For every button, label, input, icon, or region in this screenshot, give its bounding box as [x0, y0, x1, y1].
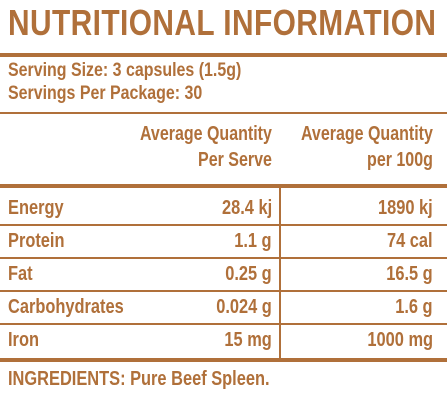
- column-divider: [279, 188, 281, 358]
- row-value-energy-per-serve: 28.4 kj: [221, 197, 272, 219]
- row-value-iron-per-serve: 15 mg: [224, 329, 272, 351]
- row-value-energy-per-100g: 1890 kj: [378, 197, 433, 219]
- row-label-iron: Iron: [8, 329, 39, 351]
- row-value-fat-per-100g: 16.5 g: [386, 263, 433, 285]
- row-divider: [0, 224, 447, 226]
- row-value-protein-per-serve: 1.1 g: [234, 230, 272, 252]
- column-header-per-serve-line1: Average Quantity: [140, 123, 272, 145]
- table-bottom-rule: [0, 358, 447, 362]
- row-value-carbohydrates-per-serve: 0.024 g: [216, 296, 272, 318]
- row-label-protein: Protein: [8, 230, 65, 252]
- servings-per-package: Servings Per Package: 30: [8, 83, 203, 104]
- row-value-carbohydrates-per-100g: 1.6 g: [395, 296, 433, 318]
- header-rule: [0, 112, 447, 114]
- row-value-iron-per-100g: 1000 mg: [367, 329, 433, 351]
- row-divider: [0, 323, 447, 325]
- row-divider: [0, 257, 447, 259]
- serving-size: Serving Size: 3 capsules (1.5g): [8, 60, 242, 81]
- row-label-energy: Energy: [8, 197, 64, 219]
- row-label-carbohydrates: Carbohydrates: [8, 296, 124, 318]
- column-header-per-serve: Average Quantity Per Serve: [140, 121, 272, 173]
- row-value-protein-per-100g: 74 cal: [387, 230, 433, 252]
- table-top-rule: [0, 184, 447, 188]
- column-header-per-serve-line2: Per Serve: [198, 149, 272, 171]
- column-header-per-100g: Average Quantity per 100g: [301, 121, 433, 173]
- ingredients-text: INGREDIENTS: Pure Beef Spleen.: [8, 368, 270, 390]
- column-header-per-100g-line1: Average Quantity: [301, 123, 433, 145]
- row-value-fat-per-serve: 0.25 g: [225, 263, 272, 285]
- row-label-fat: Fat: [8, 263, 33, 285]
- row-divider: [0, 290, 447, 292]
- title-rule: [0, 53, 447, 57]
- column-header-per-100g-line2: per 100g: [367, 149, 433, 171]
- page-title: NUTRITIONAL INFORMATION: [8, 2, 437, 43]
